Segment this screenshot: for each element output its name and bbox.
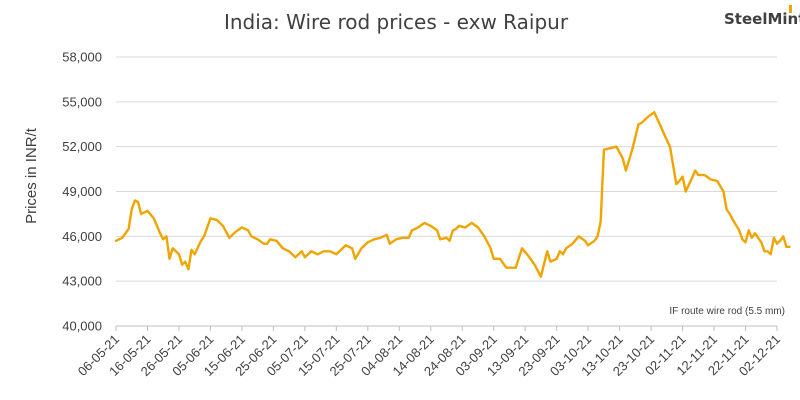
brand-logo-text: SteelMint <box>724 10 800 28</box>
chart-title: India: Wire rod prices - exw Raipur <box>224 10 569 34</box>
y-tick-label: 55,000 <box>62 94 102 109</box>
brand-logo-mark <box>789 5 792 13</box>
y-tick-label: 43,000 <box>62 274 102 289</box>
y-tick-label: 58,000 <box>62 50 102 65</box>
x-axis-ticks: 06-05-2116-05-2126-05-2105-06-2115-06-21… <box>75 326 783 379</box>
y-tick-label: 40,000 <box>62 319 102 334</box>
price-series-line <box>114 111 791 278</box>
gridlines <box>116 56 777 282</box>
y-tick-label: 52,000 <box>62 139 102 154</box>
y-tick-label: 46,000 <box>62 229 102 244</box>
y-axis-ticks: 40,000 43,000 46,000 49,000 52,000 55,000 58,0… <box>62 50 102 334</box>
chart-annotation: IF route wire rod (5.5 mm) <box>669 306 785 317</box>
brand-logo: SteelMint <box>724 5 800 28</box>
y-tick-label: 49,000 <box>62 184 102 199</box>
y-axis-label: Prices in INR/t <box>23 127 40 224</box>
series-layer <box>114 111 791 278</box>
